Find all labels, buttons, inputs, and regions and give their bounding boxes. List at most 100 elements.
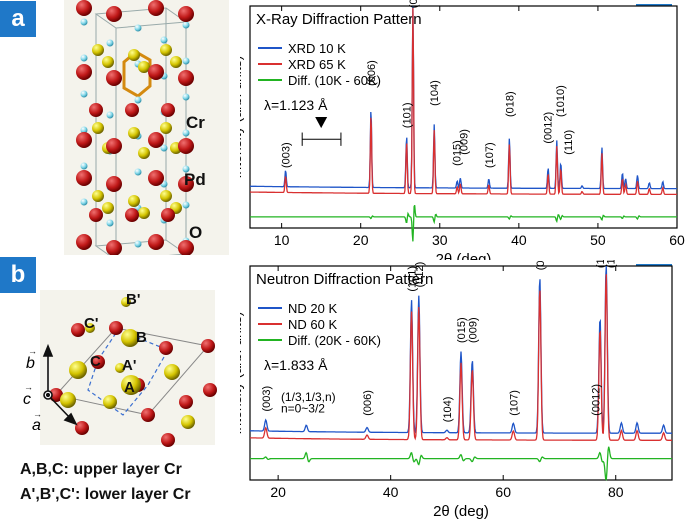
pd-atom xyxy=(134,240,142,248)
o-atom xyxy=(106,6,122,22)
cr-atom xyxy=(121,297,131,307)
legend-entry: XRD 10 K xyxy=(288,41,346,56)
site-label: C xyxy=(90,353,101,370)
cr-atom xyxy=(160,190,172,202)
cr-atom xyxy=(92,190,104,202)
pd-atom xyxy=(80,54,88,62)
x-tick-label: 40 xyxy=(511,232,527,248)
pd-atom xyxy=(80,198,88,206)
b-overbar: → xyxy=(28,346,37,356)
o-atom xyxy=(148,234,164,250)
peak-index-label: (003) xyxy=(281,142,293,168)
peak-index-label: (0012) xyxy=(542,112,554,144)
cr-atom xyxy=(121,375,141,395)
site-label: B' xyxy=(126,291,140,308)
peak-index-label: (104) xyxy=(429,80,441,106)
x-tick-label: 20 xyxy=(270,484,286,500)
o-atom xyxy=(76,132,92,148)
layer-structure-b: B' C' B C A' A b c a → → → xyxy=(23,290,217,447)
x-axis-label: 2θ (deg) xyxy=(436,251,492,260)
o-atom xyxy=(89,103,103,117)
pd-atom xyxy=(134,24,142,32)
pd-atom xyxy=(160,36,168,44)
pd-atom xyxy=(182,57,190,65)
o-atom xyxy=(178,138,194,154)
pd-atom xyxy=(182,129,190,137)
peak-index-label: (015) xyxy=(456,317,468,343)
vector-b-label: b xyxy=(26,355,35,372)
cr-atom xyxy=(170,56,182,68)
neutron-chart: 20 40 60 80 2θ (deg) Intensity (arb. units) Ne… xyxy=(240,260,673,520)
series-line-1 xyxy=(250,5,677,190)
o-atom xyxy=(76,64,92,80)
o-atom xyxy=(49,388,63,402)
pd-atom xyxy=(182,93,190,101)
cr-atom xyxy=(181,415,195,429)
peak-index-label: (110) xyxy=(563,130,575,155)
series-line-2 xyxy=(249,274,672,441)
peak-index-label: (018) xyxy=(535,260,547,270)
peak-index-label: (110) xyxy=(606,260,618,268)
cr-atom xyxy=(138,207,150,219)
peak-index-label: (107) xyxy=(508,390,520,416)
o-atom xyxy=(178,70,194,86)
pd-atom xyxy=(160,144,168,152)
x-axis-label: 2θ (deg) xyxy=(433,503,489,520)
pd-atom xyxy=(182,21,190,29)
x-tick-label: 20 xyxy=(353,232,369,248)
o-atom xyxy=(148,0,164,16)
cr-atom xyxy=(102,56,114,68)
cr-atom xyxy=(115,363,125,373)
cr-atom xyxy=(138,61,150,73)
cr-atom xyxy=(102,202,114,214)
crystal-structure-a: Cr Pd O xyxy=(64,0,229,255)
chart-title: Neutron Diffraction Pattern xyxy=(256,271,433,288)
legend-entry: ND 20 K xyxy=(288,301,337,316)
cr-atom xyxy=(128,127,140,139)
peak-index-label: (104) xyxy=(442,397,454,423)
peak-index-label: (009) xyxy=(459,129,471,155)
pd-atom xyxy=(106,39,114,47)
o-atom xyxy=(71,323,85,337)
o-atom xyxy=(91,355,105,369)
cr-atom xyxy=(128,49,140,61)
o-atom xyxy=(201,339,215,353)
vector-overbars: → → → xyxy=(24,346,42,419)
pd-atom xyxy=(106,219,114,227)
vector-c-label: c xyxy=(23,391,31,408)
cr-atom xyxy=(138,147,150,159)
site-label: A xyxy=(124,379,135,396)
o-atom xyxy=(161,103,175,117)
caption-lower-layer: A',B',C': lower layer Cr xyxy=(20,486,191,503)
legend-entry: XRD 65 K xyxy=(288,57,346,72)
panel-label-b: b xyxy=(0,257,36,293)
site-label: A' xyxy=(122,357,136,374)
o-atom xyxy=(106,176,122,192)
peak-index-label: (1010) xyxy=(555,85,567,117)
peak-index-label: (101) xyxy=(406,266,418,292)
cr-atom xyxy=(160,44,172,56)
caption-upper-layer: A,B,C: upper layer Cr xyxy=(20,461,182,478)
o-atom xyxy=(106,240,122,255)
c-vector-center xyxy=(45,392,51,398)
o-atom xyxy=(148,170,164,186)
cr-atom xyxy=(60,392,76,408)
x-tick-label: 60 xyxy=(669,232,685,248)
peak-index-label: (018) xyxy=(504,91,516,117)
pd-atom xyxy=(134,96,142,104)
label-cr: Cr xyxy=(186,113,205,132)
peak-index-label: (012) xyxy=(414,262,426,288)
x-tick-label: 60 xyxy=(495,484,511,500)
site-label: B xyxy=(136,329,147,346)
pd-atom xyxy=(182,165,190,173)
cr-atom xyxy=(121,329,139,347)
peak-index-label: (003) xyxy=(261,386,273,412)
b-vector-head xyxy=(42,343,54,357)
y-axis-label: Intensity (arb. units) xyxy=(240,312,244,435)
resolution-marker-triangle xyxy=(315,117,328,129)
a-vector-arrow xyxy=(47,394,73,421)
legend-entry: ND 60 K xyxy=(288,317,337,332)
vector-a-label: a xyxy=(32,417,41,434)
pd-atom xyxy=(106,111,114,119)
peak-index-label: (006) xyxy=(362,390,374,416)
